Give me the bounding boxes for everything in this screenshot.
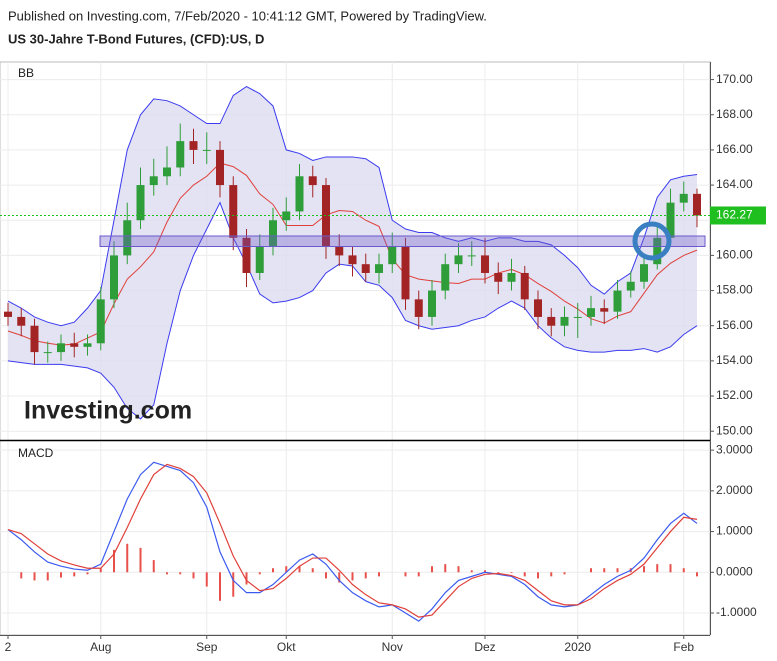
candle-body [123,220,132,256]
candle-body [547,316,556,326]
candle-body [481,255,489,273]
y-tick-label: 166.00 [716,142,753,156]
x-tick-label: 2020 [564,640,591,654]
candle-body [600,308,609,312]
candle-body [229,185,238,238]
y-tick-label: 170.00 [716,72,753,86]
candle-body [560,316,569,326]
candle-body [202,149,211,151]
candle-body [428,290,436,317]
candle-body [361,264,370,273]
candle-body [666,202,675,238]
candle-body [507,272,516,282]
candle-body [520,272,529,300]
candle-body [163,167,171,177]
x-tick-label: Okt [277,640,296,654]
candle-body [269,220,277,247]
candle-body [693,193,701,216]
published-note: Published on Investing.com, 7/Feb/2020 -… [8,8,487,23]
panel-label: BB [18,66,34,80]
candle-body [573,316,582,318]
last-price-box [710,206,766,225]
candle-body [255,246,264,273]
candle-body [388,246,397,265]
panel-label: MACD [18,446,54,460]
x-tick-label: Aug [90,640,111,654]
candle-body [494,272,503,282]
candle-body [626,281,635,291]
candle-body [43,352,52,354]
candle-body [149,176,158,186]
candle-body [4,311,12,317]
y-tick-label: 164.00 [716,177,753,191]
x-tick-label: Feb [673,640,694,654]
candle-body [96,299,105,344]
candle-body [295,176,304,212]
candle-body [17,316,26,326]
macd-line [7,463,698,618]
candle-body [348,255,357,265]
y-tick-label: 154.00 [716,353,753,367]
candle-body [176,141,185,168]
candle-body [282,211,291,221]
candle-body [587,308,595,317]
highlight-circle [632,221,672,261]
candle-body [57,343,65,353]
x-tick-label: Dez [474,640,495,654]
macd-line [7,461,698,622]
candle-body [467,255,476,257]
band-line [7,162,698,346]
candle-body [534,299,542,317]
y-tick-label: 150.00 [716,423,753,437]
y-tick-label: 1.0000 [716,524,753,538]
candle-body [242,237,251,273]
candle-body [613,290,622,312]
candle-body [640,264,648,282]
y-tick-label: 158.00 [716,283,753,297]
support-zone [99,235,706,247]
y-tick-label: 160.00 [716,248,753,262]
candle-body [216,149,224,186]
candle-body [401,246,410,300]
candle-body [30,325,39,353]
candle-body [308,176,317,186]
candle-body [189,141,198,150]
candle-body [335,246,344,256]
x-tick-label: Nov [382,640,403,654]
x-tick-label: Sep [196,640,218,654]
last-price-label: 162.27 [716,208,753,222]
y-tick-label: 2.0000 [716,483,753,497]
band-line [7,86,698,327]
candle-body [454,255,463,265]
logo: Investing.com [24,397,192,425]
candle-body [136,185,145,221]
instrument-title: US 30-Jahre T-Bond Futures, (CFD):US, D [8,31,264,46]
candle-body [679,193,688,203]
candle-body [110,255,118,300]
candle-body [414,299,423,317]
candle-body [375,264,383,273]
candle-body [70,343,79,347]
y-tick-label: 152.00 [716,388,753,402]
y-tick-label: 156.00 [716,318,753,332]
candle-body [441,264,450,291]
x-tick-label: 2 [5,640,12,654]
y-tick-label: 168.00 [716,107,753,121]
candle-body [653,237,662,265]
y-tick-label: 0.0000 [716,564,753,578]
y-tick-label: 3.0000 [716,442,753,456]
y-tick-label: -1.0000 [716,605,757,619]
candle-body [83,343,92,347]
candle-body [322,185,330,247]
